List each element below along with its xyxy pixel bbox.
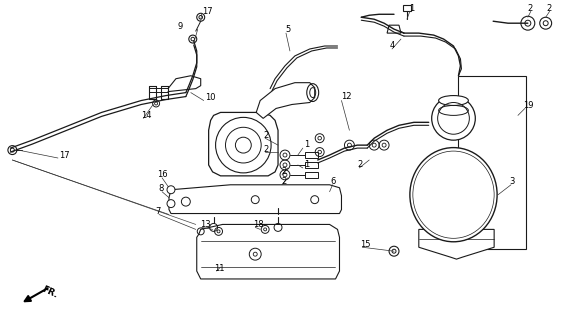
Text: 1: 1 (409, 4, 414, 13)
Polygon shape (403, 5, 411, 11)
Text: 10: 10 (205, 93, 215, 102)
Text: 5: 5 (285, 25, 290, 34)
Text: 19: 19 (523, 101, 534, 110)
Text: 2: 2 (547, 4, 552, 13)
Polygon shape (209, 112, 278, 176)
Text: 1: 1 (304, 160, 309, 170)
Polygon shape (169, 185, 341, 213)
Ellipse shape (410, 148, 497, 242)
Polygon shape (419, 229, 494, 259)
Polygon shape (197, 224, 340, 279)
Text: 6: 6 (331, 177, 336, 186)
Text: 9: 9 (178, 22, 183, 31)
Text: 2: 2 (263, 131, 268, 140)
Text: FR.: FR. (40, 284, 59, 300)
Text: 17: 17 (59, 150, 69, 160)
Polygon shape (305, 152, 318, 158)
Text: 2: 2 (281, 167, 287, 176)
Text: 11: 11 (214, 264, 225, 273)
Circle shape (431, 97, 475, 140)
Text: 8: 8 (158, 184, 164, 193)
Text: 2: 2 (358, 160, 363, 170)
Ellipse shape (439, 96, 468, 106)
Circle shape (167, 200, 175, 208)
Text: 13: 13 (200, 220, 210, 229)
Text: 16: 16 (157, 170, 168, 180)
Text: 4: 4 (390, 41, 395, 50)
Text: 7: 7 (155, 207, 161, 216)
Polygon shape (256, 83, 315, 118)
Polygon shape (305, 172, 318, 178)
Text: 2: 2 (528, 4, 533, 13)
Text: 1: 1 (304, 140, 309, 148)
Text: 14: 14 (141, 111, 152, 120)
Circle shape (167, 186, 175, 194)
Polygon shape (305, 162, 318, 168)
Text: 15: 15 (360, 240, 371, 249)
Text: 2: 2 (263, 145, 268, 154)
Text: 2: 2 (281, 177, 287, 186)
Bar (459, 76, 526, 249)
Text: 12: 12 (341, 92, 352, 101)
Text: 17: 17 (202, 7, 212, 16)
Text: 3: 3 (509, 177, 514, 186)
Text: 18: 18 (253, 220, 264, 229)
Polygon shape (387, 25, 401, 33)
